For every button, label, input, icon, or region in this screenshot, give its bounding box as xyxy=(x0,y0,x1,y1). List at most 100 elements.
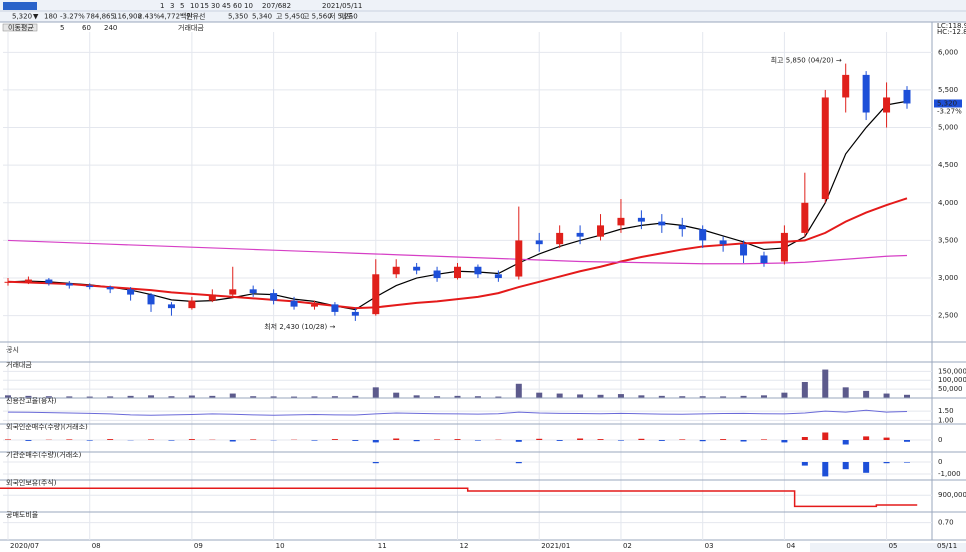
toolbar-field: 784,865 xyxy=(86,13,115,21)
candle-body xyxy=(474,266,482,275)
indicator-bar xyxy=(863,436,870,440)
indicator-bar xyxy=(822,369,829,398)
indicator-bar xyxy=(229,440,236,442)
candle-body xyxy=(65,283,73,286)
y-tick-label: -1,000 xyxy=(938,470,961,478)
indicator-bar xyxy=(393,438,400,440)
legend-extra: 거래대금 xyxy=(178,23,204,32)
candle-body xyxy=(147,294,155,305)
y-tick-label: 900,000 xyxy=(938,491,966,499)
indicator-bar xyxy=(515,440,522,442)
toolbar-button: 1 xyxy=(160,2,164,10)
toolbar-button: 10 xyxy=(190,2,199,10)
candle-body xyxy=(310,304,318,307)
indicator-bar xyxy=(25,395,32,398)
indicator-bar xyxy=(699,440,706,442)
indicator-bar xyxy=(638,438,645,440)
x-tick-label: 08 xyxy=(92,542,101,550)
candle-body xyxy=(249,289,257,294)
candle-body xyxy=(331,304,339,312)
lc-label: LC:118.98 xyxy=(937,22,966,30)
candle-body xyxy=(597,225,605,237)
candle-body xyxy=(24,279,32,282)
indicator-bar xyxy=(393,392,400,398)
indicator-bar xyxy=(515,383,522,398)
x-last-date: 05/11 xyxy=(937,542,957,550)
indicator-bar xyxy=(679,396,686,398)
toolbar-field: 2.43% xyxy=(138,13,161,21)
x-tick-label: 10 xyxy=(276,542,285,550)
indicator-bar xyxy=(658,440,665,441)
indicator-bar xyxy=(720,439,727,440)
indicator-bar xyxy=(372,462,379,464)
y-tick-label: 150,000 xyxy=(938,367,966,375)
hc-label: HC:-12.87 xyxy=(937,28,966,36)
candle-body xyxy=(392,266,400,275)
candle-body xyxy=(801,202,809,233)
indicator-bar xyxy=(127,395,134,398)
indicator-bar xyxy=(413,395,420,398)
indicator-bar xyxy=(801,382,808,398)
toolbar-button: 10 xyxy=(244,2,253,10)
y-tick-label: 3,000 xyxy=(938,274,958,282)
moving-average xyxy=(7,239,908,265)
toolbar-button: 30 xyxy=(211,2,220,10)
candle-body xyxy=(127,289,135,295)
candle-body xyxy=(883,97,891,113)
candle-body xyxy=(740,244,748,256)
indicator-bar xyxy=(679,439,686,440)
scroll-controls[interactable] xyxy=(810,543,966,552)
low-annotation: 최저 2,430 (10/28) → xyxy=(264,322,335,331)
high-annotation: 최고 5,850 (04/20) → xyxy=(771,56,842,65)
candle-body xyxy=(351,311,359,316)
code-box[interactable] xyxy=(3,2,37,10)
indicator-bar xyxy=(822,462,829,477)
events-label: 공시 xyxy=(6,346,19,354)
indicator-bar xyxy=(107,439,114,440)
indicator-bar xyxy=(188,395,195,398)
x-tick-label: 04 xyxy=(786,542,795,550)
indicator-bar xyxy=(883,393,890,398)
toolbar-field: 매도 xyxy=(340,13,353,21)
indicator-bar xyxy=(740,395,747,398)
indicator-bar xyxy=(536,438,543,440)
indicator-bar xyxy=(311,396,318,398)
toolbar-field: 5,350 xyxy=(228,13,248,21)
indicator-bar xyxy=(842,387,849,398)
panel-title: 신용잔고율(융자) xyxy=(6,396,57,405)
indicator-bar xyxy=(597,439,604,440)
candle-body xyxy=(535,240,543,245)
price-box-value: 5,320 xyxy=(937,99,957,107)
indicator-bar xyxy=(250,396,257,398)
indicator-bar xyxy=(822,432,829,440)
candle-body xyxy=(433,270,441,279)
y-tick-label: 6,000 xyxy=(938,48,958,56)
y-tick-label: 0.70 xyxy=(938,519,954,527)
toolbar-field: -3.27% xyxy=(60,13,85,21)
indicator-bar xyxy=(148,439,155,440)
indicator-bar xyxy=(699,396,706,398)
indicator-bar xyxy=(904,440,910,442)
indicator-bar xyxy=(372,387,379,398)
indicator-bar xyxy=(86,440,93,441)
indicator-bar xyxy=(168,440,175,441)
indicator-line xyxy=(0,487,918,508)
candle-body xyxy=(372,274,380,315)
indicator-bar xyxy=(801,462,808,466)
candle-body xyxy=(821,97,829,200)
candle-body xyxy=(699,229,707,241)
x-tick-label: 03 xyxy=(705,542,714,550)
candle-body xyxy=(617,217,625,226)
panel-title: 기관순매수(수량)(거래소) xyxy=(6,450,82,459)
indicator-bar xyxy=(556,393,563,398)
indicator-bar xyxy=(331,396,338,398)
indicator-bar xyxy=(5,439,11,440)
legend-prefix: 이동평균 xyxy=(8,23,34,32)
indicator-bar xyxy=(495,396,502,398)
candle-body xyxy=(576,232,584,237)
candle-body xyxy=(106,287,114,290)
x-tick-label: 09 xyxy=(194,542,203,550)
indicator-bar xyxy=(842,440,849,445)
y-tick-label: 4,500 xyxy=(938,161,958,169)
